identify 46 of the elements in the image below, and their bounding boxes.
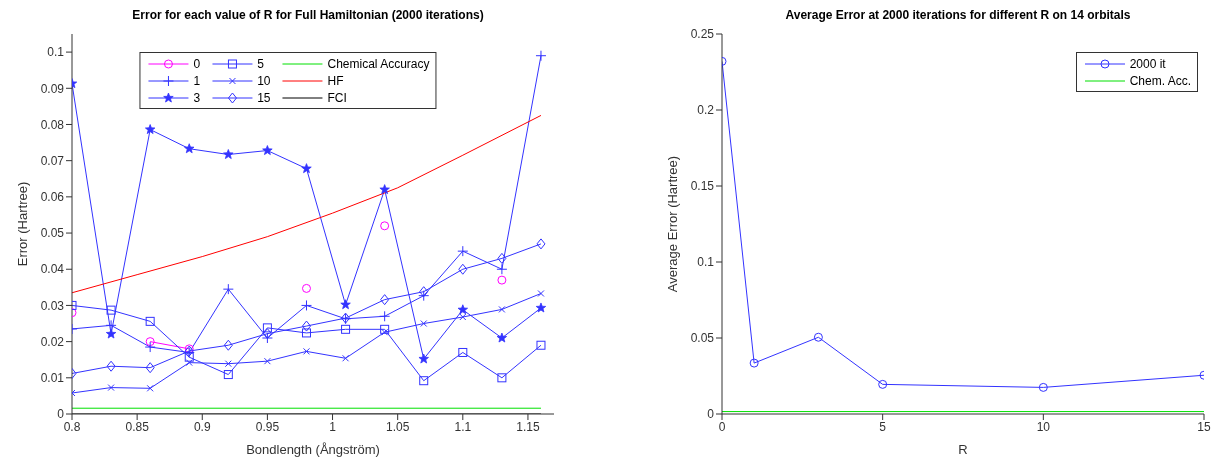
- y-tick-label: 0.08: [40, 117, 65, 132]
- y-axis-title: Error (Hartree): [14, 181, 30, 267]
- y-tick-label: 0.01: [40, 371, 65, 386]
- legend-label: 2000 it: [1129, 56, 1166, 71]
- legend-label: 3: [193, 90, 201, 105]
- legend-label: FCI: [327, 90, 347, 105]
- y-tick-label: 0: [707, 407, 715, 422]
- x-tick-label: 0.85: [125, 419, 150, 434]
- x-tick-label: 1.15: [516, 419, 540, 434]
- y-axis-title: Average Error (Hartree): [664, 155, 680, 293]
- y-tick-label: 0.15: [690, 179, 715, 194]
- x-tick-label: 1: [329, 419, 337, 434]
- legend-label: Chem. Acc.: [1129, 73, 1191, 88]
- x-tick-label: 15: [1197, 419, 1211, 434]
- x-tick-label: 0.95: [255, 419, 280, 434]
- legend-label: HF: [327, 73, 344, 88]
- x-axis-title: R: [958, 442, 968, 457]
- x-tick-label: 1.05: [386, 419, 410, 434]
- chart-title: Error for each value of R for Full Hamiltonian (2000 iterations): [131, 8, 485, 24]
- x-tick-label: 1.1: [454, 419, 472, 434]
- y-tick-label: 0.2: [697, 103, 715, 118]
- y-tick-label: 0.06: [40, 190, 65, 205]
- y-tick-label: 0.05: [40, 226, 65, 241]
- y-tick-label: 0.1: [697, 255, 715, 270]
- x-tick-label: 10: [1036, 419, 1051, 434]
- chart-title: Average Error at 2000 iterations for different R on 14 orbitals: [784, 8, 1132, 24]
- y-tick-label: 0: [57, 407, 65, 422]
- y-tick-label: 0.09: [40, 81, 65, 96]
- y-tick-label: 0.02: [40, 334, 65, 349]
- y-tick-label: 0.25: [690, 27, 715, 42]
- legend-label: 10: [257, 73, 271, 88]
- y-tick-label: 0.07: [40, 153, 65, 168]
- legend-label: 15: [257, 90, 271, 105]
- y-tick-label: 0.1: [47, 45, 65, 60]
- x-tick-label: 5: [879, 419, 887, 434]
- legend-label: 5: [257, 56, 264, 71]
- x-axis-title: Bondlength (Ångström): [246, 442, 380, 457]
- y-tick-label: 0.04: [40, 262, 65, 277]
- legend-label: Chemical Accuracy: [327, 56, 430, 71]
- y-tick-label: 0.05: [690, 331, 715, 346]
- legend-label: 0: [193, 56, 201, 71]
- x-tick-label: 0.8: [63, 419, 81, 434]
- y-tick-label: 0.03: [40, 298, 65, 313]
- x-tick-label: 0.9: [193, 419, 211, 434]
- legend-label: 1: [193, 73, 201, 88]
- x-tick-label: 0: [718, 419, 726, 434]
